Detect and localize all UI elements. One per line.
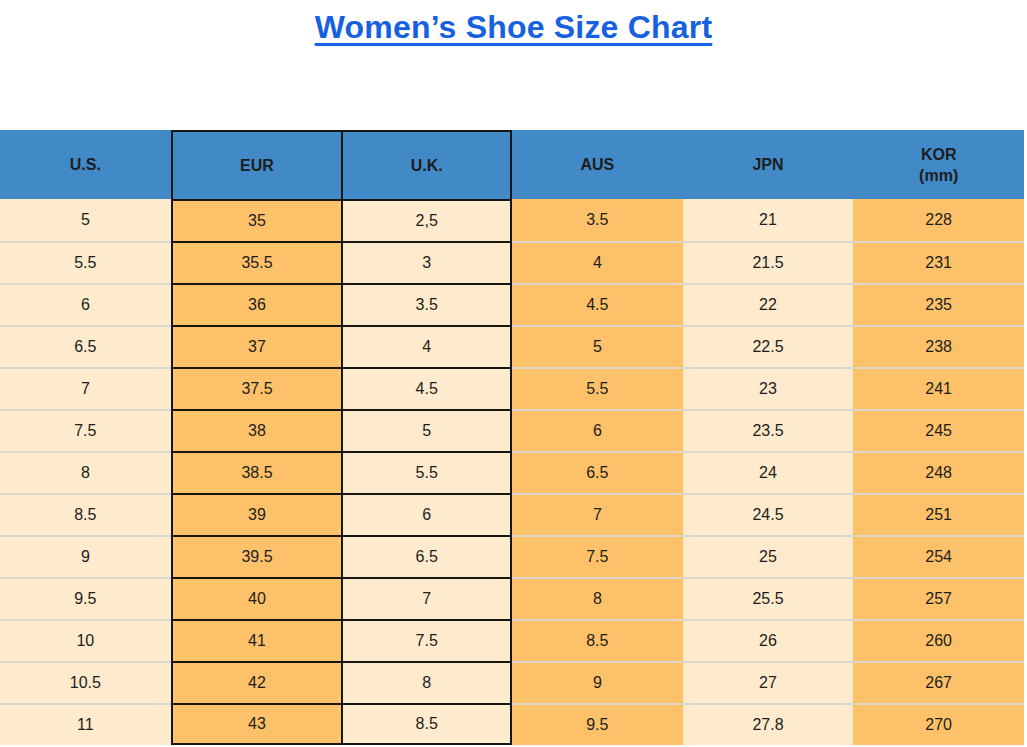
cell-aus-row5: 5.5 <box>512 367 683 409</box>
cell-eur-row3: 36 <box>171 283 342 325</box>
cell-uk-row9: 6.5 <box>341 535 512 577</box>
cell-eur-row2: 35.5 <box>171 241 342 283</box>
cell-jpn-row12: 27 <box>683 661 854 703</box>
cell-aus-row1: 3.5 <box>512 199 683 241</box>
cell-aus-row2: 4 <box>512 241 683 283</box>
cell-eur-row6: 38 <box>171 409 342 451</box>
cell-kor-row10: 257 <box>853 577 1024 619</box>
cell-jpn-row3: 22 <box>683 283 854 325</box>
cell-eur-row12: 42 <box>171 661 342 703</box>
cell-jpn-row7: 24 <box>683 451 854 493</box>
cell-kor-row4: 238 <box>853 325 1024 367</box>
cell-uk-row8: 6 <box>341 493 512 535</box>
cell-us-row10: 9.5 <box>0 577 171 619</box>
cell-eur-row13: 43 <box>171 703 342 745</box>
cell-kor-row7: 248 <box>853 451 1024 493</box>
cell-eur-row1: 35 <box>171 199 342 241</box>
cell-jpn-row10: 25.5 <box>683 577 854 619</box>
cell-us-row3: 6 <box>0 283 171 325</box>
cell-kor-row11: 260 <box>853 619 1024 661</box>
cell-us-row7: 8 <box>0 451 171 493</box>
column-header-jpn: JPN <box>683 130 854 199</box>
cell-eur-row11: 41 <box>171 619 342 661</box>
cell-aus-row11: 8.5 <box>512 619 683 661</box>
cell-uk-row3: 3.5 <box>341 283 512 325</box>
cell-us-row2: 5.5 <box>0 241 171 283</box>
cell-kor-row8: 251 <box>853 493 1024 535</box>
column-header-uk: U.K. <box>341 130 512 199</box>
cell-eur-row10: 40 <box>171 577 342 619</box>
cell-aus-row4: 5 <box>512 325 683 367</box>
cell-uk-row11: 7.5 <box>341 619 512 661</box>
cell-jpn-row9: 25 <box>683 535 854 577</box>
cell-eur-row5: 37.5 <box>171 367 342 409</box>
cell-aus-row10: 8 <box>512 577 683 619</box>
cell-uk-row4: 4 <box>341 325 512 367</box>
cell-kor-row6: 245 <box>853 409 1024 451</box>
cell-us-row5: 7 <box>0 367 171 409</box>
cell-jpn-row8: 24.5 <box>683 493 854 535</box>
cell-aus-row3: 4.5 <box>512 283 683 325</box>
cell-uk-row2: 3 <box>341 241 512 283</box>
cell-eur-row4: 37 <box>171 325 342 367</box>
cell-aus-row7: 6.5 <box>512 451 683 493</box>
cell-aus-row12: 9 <box>512 661 683 703</box>
cell-kor-row2: 231 <box>853 241 1024 283</box>
cell-uk-row1: 2,5 <box>341 199 512 241</box>
cell-jpn-row4: 22.5 <box>683 325 854 367</box>
cell-aus-row6: 6 <box>512 409 683 451</box>
cell-us-row13: 11 <box>0 703 171 745</box>
cell-us-row6: 7.5 <box>0 409 171 451</box>
cell-jpn-row5: 23 <box>683 367 854 409</box>
cell-aus-row13: 9.5 <box>512 703 683 745</box>
cell-uk-row10: 7 <box>341 577 512 619</box>
cell-kor-row9: 254 <box>853 535 1024 577</box>
cell-jpn-row11: 26 <box>683 619 854 661</box>
cell-aus-row8: 7 <box>512 493 683 535</box>
cell-us-row11: 10 <box>0 619 171 661</box>
cell-jpn-row2: 21.5 <box>683 241 854 283</box>
page-title: Women’s Shoe Size Chart <box>0 0 1027 46</box>
cell-kor-row5: 241 <box>853 367 1024 409</box>
cell-eur-row9: 39.5 <box>171 535 342 577</box>
column-header-kor: KOR(mm) <box>853 130 1024 199</box>
cell-uk-row6: 5 <box>341 409 512 451</box>
cell-us-row12: 10.5 <box>0 661 171 703</box>
cell-kor-row3: 235 <box>853 283 1024 325</box>
cell-uk-row5: 4.5 <box>341 367 512 409</box>
cell-uk-row7: 5.5 <box>341 451 512 493</box>
cell-us-row8: 8.5 <box>0 493 171 535</box>
cell-us-row4: 6.5 <box>0 325 171 367</box>
shoe-size-table: U.S.EURU.K.AUSJPNKOR(mm)5352,53.5212285.… <box>0 130 1027 745</box>
cell-eur-row7: 38.5 <box>171 451 342 493</box>
cell-eur-row8: 39 <box>171 493 342 535</box>
cell-uk-row13: 8.5 <box>341 703 512 745</box>
cell-kor-row13: 270 <box>853 703 1024 745</box>
cell-uk-row12: 8 <box>341 661 512 703</box>
cell-us-row1: 5 <box>0 199 171 241</box>
cell-us-row9: 9 <box>0 535 171 577</box>
cell-jpn-row6: 23.5 <box>683 409 854 451</box>
column-header-aus: AUS <box>512 130 683 199</box>
cell-kor-row1: 228 <box>853 199 1024 241</box>
cell-jpn-row1: 21 <box>683 199 854 241</box>
cell-kor-row12: 267 <box>853 661 1024 703</box>
column-header-eur: EUR <box>171 130 342 199</box>
column-header-us: U.S. <box>0 130 171 199</box>
cell-jpn-row13: 27.8 <box>683 703 854 745</box>
cell-aus-row9: 7.5 <box>512 535 683 577</box>
